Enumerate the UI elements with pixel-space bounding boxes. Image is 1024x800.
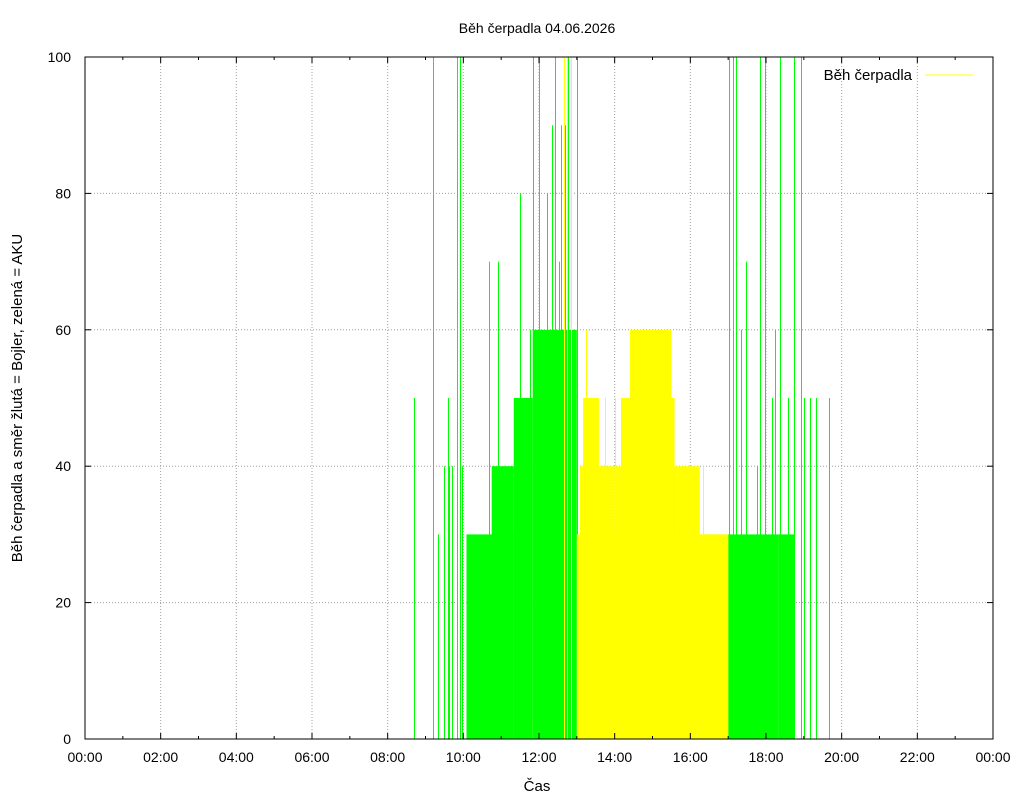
run-block-bojler [583, 398, 599, 739]
run-block-aku [491, 466, 514, 739]
run-block-aku [778, 534, 795, 739]
x-tick-label: 08:00 [370, 749, 405, 765]
x-tick-label: 10:00 [446, 749, 481, 765]
run-block-bojler [630, 329, 672, 739]
y-axis-label: Běh čerpadla a směr žlutá = Bojler, zele… [9, 234, 26, 563]
y-tick-labels: 0 20 40 60 80 100 [48, 49, 72, 747]
x-tick-label: 12:00 [521, 749, 556, 765]
x-tick-label: 18:00 [748, 749, 783, 765]
axis-ticks [84, 56, 994, 740]
run-block-aku [532, 329, 577, 739]
x-tick-label: 14:00 [597, 749, 632, 765]
run-block-aku [728, 534, 779, 739]
y-tick-label: 20 [55, 595, 71, 611]
series-aku [414, 57, 830, 739]
y-tick-label: 60 [55, 322, 71, 338]
y-tick-label: 100 [48, 49, 72, 65]
y-tick-label: 80 [55, 185, 71, 201]
x-tick-label: 02:00 [143, 749, 178, 765]
chart-title: Běh čerpadla 04.06.2026 [459, 20, 616, 36]
run-block-bojler [677, 466, 700, 739]
x-tick-label: 00:00 [975, 749, 1010, 765]
x-tick-label: 22:00 [900, 749, 935, 765]
run-block-aku [513, 398, 533, 739]
series-bojler [564, 57, 729, 739]
y-tick-label: 40 [55, 458, 71, 474]
x-tick-label: 04:00 [219, 749, 254, 765]
legend-label: Běh čerpadla [824, 67, 913, 84]
x-tick-label: 16:00 [673, 749, 708, 765]
x-tick-label: 00:00 [67, 749, 102, 765]
x-axis-label: Čas [524, 778, 551, 795]
run-block-bojler [699, 534, 729, 739]
legend: Běh čerpadla [824, 67, 973, 84]
y-tick-label: 0 [63, 731, 71, 747]
x-tick-labels: 00:00 02:00 04:00 06:00 08:00 10:00 12:00 14:00… [67, 749, 1010, 765]
x-tick-label: 20:00 [824, 749, 859, 765]
x-tick-label: 06:00 [294, 749, 329, 765]
